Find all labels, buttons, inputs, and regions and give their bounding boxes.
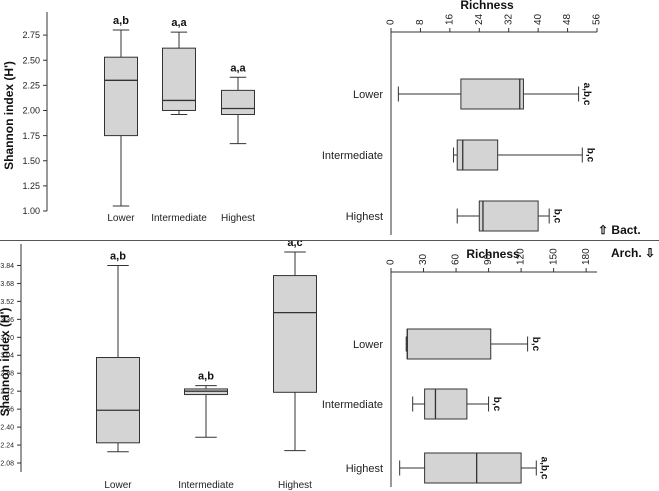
archaea-shannon-category-label-lower: Lower — [104, 480, 132, 491]
archaea-label: Arch. — [611, 246, 642, 260]
bacteria-richness-significance-label-highest: b,c — [552, 209, 563, 224]
archaea-marker: Arch. ⇩ — [611, 246, 655, 260]
bacteria-richness-category-label-intermediate: Intermediate — [322, 150, 383, 162]
archaea-shannon-y-axis-title: Shannon index (H') — [0, 308, 12, 417]
bacteria-shannon-y-tick-label: 1.50 — [22, 156, 40, 166]
bacteria-richness-box-highest — [478, 200, 539, 232]
bacteria-shannon-significance-label-intermediate: a,a — [171, 17, 187, 29]
bacteria-richness-x-tick-label: 8 — [415, 19, 426, 25]
archaea-richness-significance-label-intermediate: b,c — [491, 397, 502, 412]
bacteria-shannon-category-label-highest: Highest — [221, 213, 255, 224]
archaea-shannon-box-lower — [96, 357, 140, 444]
archaea-shannon-y-tick-label: 3.36 — [0, 317, 14, 324]
bacteria-richness-category-label-lower: Lower — [353, 89, 383, 101]
archaea-shannon-significance-label-highest: a,c — [287, 237, 302, 249]
archaea-shannon-y-tick-label: 2.24 — [0, 443, 14, 450]
bacteria-richness-x-tick-label: 56 — [592, 13, 603, 25]
archaea-richness-x-tick-label: 180 — [581, 248, 592, 265]
bacteria-shannon-box-intermediate — [162, 47, 196, 111]
bacteria-richness-x-tick-label: 24 — [474, 13, 485, 25]
bacteria-shannon-y-tick-label: 2.25 — [22, 80, 40, 90]
archaea-richness-x-tick-label: 120 — [516, 248, 527, 265]
bacteria-shannon-box-lower — [104, 56, 138, 137]
bacteria-shannon-y-axis-title: Shannon index (H') — [2, 61, 16, 170]
archaea-shannon-y-tick-label: 2.72 — [0, 389, 14, 396]
bacteria-richness-box-intermediate — [456, 139, 499, 171]
archaea-richness-box-highest — [424, 452, 522, 484]
bacteria-richness-significance-label-lower: a,b,c — [581, 83, 592, 106]
panel-separator — [0, 240, 659, 241]
archaea-richness-x-tick-label: 150 — [548, 248, 559, 265]
archaea-shannon-y-tick-label: 3.04 — [0, 353, 14, 360]
bacteria-shannon-category-label-lower: Lower — [107, 213, 135, 224]
archaea-shannon-category-label-intermediate: Intermediate — [178, 480, 234, 491]
bacteria-shannon-category-label-intermediate: Intermediate — [151, 213, 207, 224]
archaea-richness-box-lower — [406, 328, 492, 360]
bacteria-richness-x-tick-label: 0 — [386, 19, 397, 25]
bacteria-richness-category-label-highest: Highest — [346, 211, 383, 223]
archaea-shannon-box-highest — [273, 275, 317, 393]
bacteria-richness-axis-title: Richness — [460, 0, 514, 12]
bacteria-marker: ⇧ Bact. — [598, 223, 641, 237]
archaea-shannon-y-tick-label: 3.68 — [0, 281, 14, 288]
archaea-richness-x-tick-label: 60 — [451, 253, 462, 265]
bacteria-shannon-significance-label-lower: a,b — [113, 15, 129, 27]
archaea-shannon-y-tick-label: 2.40 — [0, 425, 14, 432]
archaea-shannon-y-tick-label: 3.52 — [0, 299, 14, 306]
archaea-richness-significance-label-lower: b,c — [530, 337, 541, 352]
archaea-shannon-y-tick-label: 3.84 — [0, 263, 14, 270]
archaea-shannon-significance-label-lower: a,b — [110, 250, 126, 262]
archaea-shannon-y-tick-label: 2.88 — [0, 371, 14, 378]
archaea-richness-category-label-intermediate: Intermediate — [322, 399, 383, 411]
bacteria-shannon-y-tick-label: 1.25 — [22, 181, 40, 191]
archaea-richness-axis-title: Richness — [466, 247, 520, 261]
bacteria-shannon-box-highest — [221, 89, 255, 115]
archaea-richness-x-tick-label: 90 — [483, 253, 494, 265]
archaea-richness-category-label-highest: Highest — [346, 463, 383, 475]
archaea-richness-x-tick-label: 0 — [386, 259, 397, 265]
archaea-shannon-y-tick-label: 3.20 — [0, 335, 14, 342]
down-arrow-icon: ⇩ — [645, 246, 656, 260]
archaea-shannon-y-tick-label: 2.56 — [0, 407, 14, 414]
bacteria-shannon-y-tick-label: 2.50 — [22, 55, 40, 65]
archaea-richness-category-label-lower: Lower — [353, 339, 383, 351]
bacteria-shannon-y-tick-label: 2.00 — [22, 106, 40, 116]
bacteria-richness-x-tick-label: 40 — [533, 13, 544, 25]
bacteria-richness-significance-label-intermediate: b,c — [585, 148, 596, 163]
archaea-shannon-category-label-highest: Highest — [278, 480, 312, 491]
bacteria-shannon-significance-label-highest: a,a — [230, 62, 246, 74]
bacteria-richness-x-tick-label: 32 — [503, 13, 514, 25]
bacteria-shannon-y-tick-label: 2.75 — [22, 30, 40, 40]
bacteria-richness-x-tick-label: 48 — [562, 13, 573, 25]
archaea-shannon-significance-label-intermediate: a,b — [198, 371, 214, 383]
bacteria-richness-box-lower — [460, 78, 524, 110]
archaea-richness-x-tick-label: 30 — [418, 253, 429, 265]
archaea-richness-box-intermediate — [424, 388, 468, 420]
up-arrow-icon: ⇧ — [598, 223, 609, 237]
bacteria-shannon-y-tick-label: 1.75 — [22, 131, 40, 141]
bacteria-richness-x-tick-label: 16 — [444, 13, 455, 25]
archaea-shannon-y-tick-label: 2.08 — [0, 460, 14, 467]
archaea-richness-significance-label-highest: a,b,c — [539, 457, 550, 480]
bacteria-label: Bact. — [611, 223, 641, 237]
bacteria-shannon-y-tick-label: 1.00 — [22, 206, 40, 216]
